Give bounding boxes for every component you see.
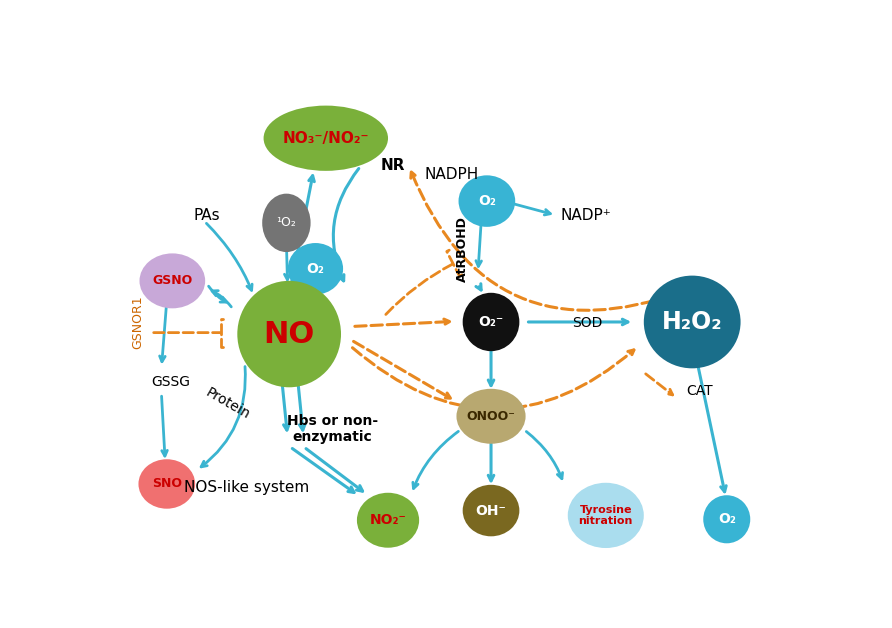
Text: NOS-like system: NOS-like system xyxy=(184,480,309,495)
Text: O₂: O₂ xyxy=(307,262,325,276)
Text: Hbs or non-
enzymatic: Hbs or non- enzymatic xyxy=(287,414,378,445)
Ellipse shape xyxy=(457,389,525,444)
Ellipse shape xyxy=(568,483,644,548)
Text: SNO: SNO xyxy=(152,477,182,490)
Text: NO₂⁻: NO₂⁻ xyxy=(369,513,407,528)
Ellipse shape xyxy=(463,485,519,536)
Text: NR: NR xyxy=(381,158,405,173)
Text: O₂: O₂ xyxy=(478,194,496,208)
Ellipse shape xyxy=(288,243,343,295)
Text: Protein: Protein xyxy=(203,386,252,423)
Text: GSSG: GSSG xyxy=(152,376,191,389)
Text: Tyrosine
nitration: Tyrosine nitration xyxy=(579,505,633,526)
Text: ONOO⁻: ONOO⁻ xyxy=(467,409,516,423)
Text: O₂: O₂ xyxy=(718,512,736,526)
Ellipse shape xyxy=(237,281,341,387)
Text: O₂⁻: O₂⁻ xyxy=(478,315,504,329)
Ellipse shape xyxy=(139,254,205,308)
Ellipse shape xyxy=(463,293,519,351)
Text: SOD: SOD xyxy=(572,316,602,330)
Text: NO₃⁻/NO₂⁻: NO₃⁻/NO₂⁻ xyxy=(283,131,369,146)
Text: AtRBOHD: AtRBOHD xyxy=(456,217,468,283)
Text: NO: NO xyxy=(263,320,315,349)
Text: PAs: PAs xyxy=(193,208,219,223)
Text: OH⁻: OH⁻ xyxy=(475,504,507,517)
Ellipse shape xyxy=(138,459,195,509)
Text: GSNOR1: GSNOR1 xyxy=(131,295,145,349)
Text: NADPH: NADPH xyxy=(425,167,479,182)
Ellipse shape xyxy=(357,493,419,548)
Text: CAT: CAT xyxy=(687,384,714,398)
Ellipse shape xyxy=(458,175,516,227)
Ellipse shape xyxy=(644,276,740,369)
Text: NADP⁺: NADP⁺ xyxy=(561,208,612,223)
Ellipse shape xyxy=(262,193,310,252)
Text: H₂O₂: H₂O₂ xyxy=(662,310,723,334)
Ellipse shape xyxy=(703,495,750,543)
Ellipse shape xyxy=(264,106,388,171)
Text: GSNO: GSNO xyxy=(153,274,193,288)
Text: ¹O₂: ¹O₂ xyxy=(277,216,296,229)
